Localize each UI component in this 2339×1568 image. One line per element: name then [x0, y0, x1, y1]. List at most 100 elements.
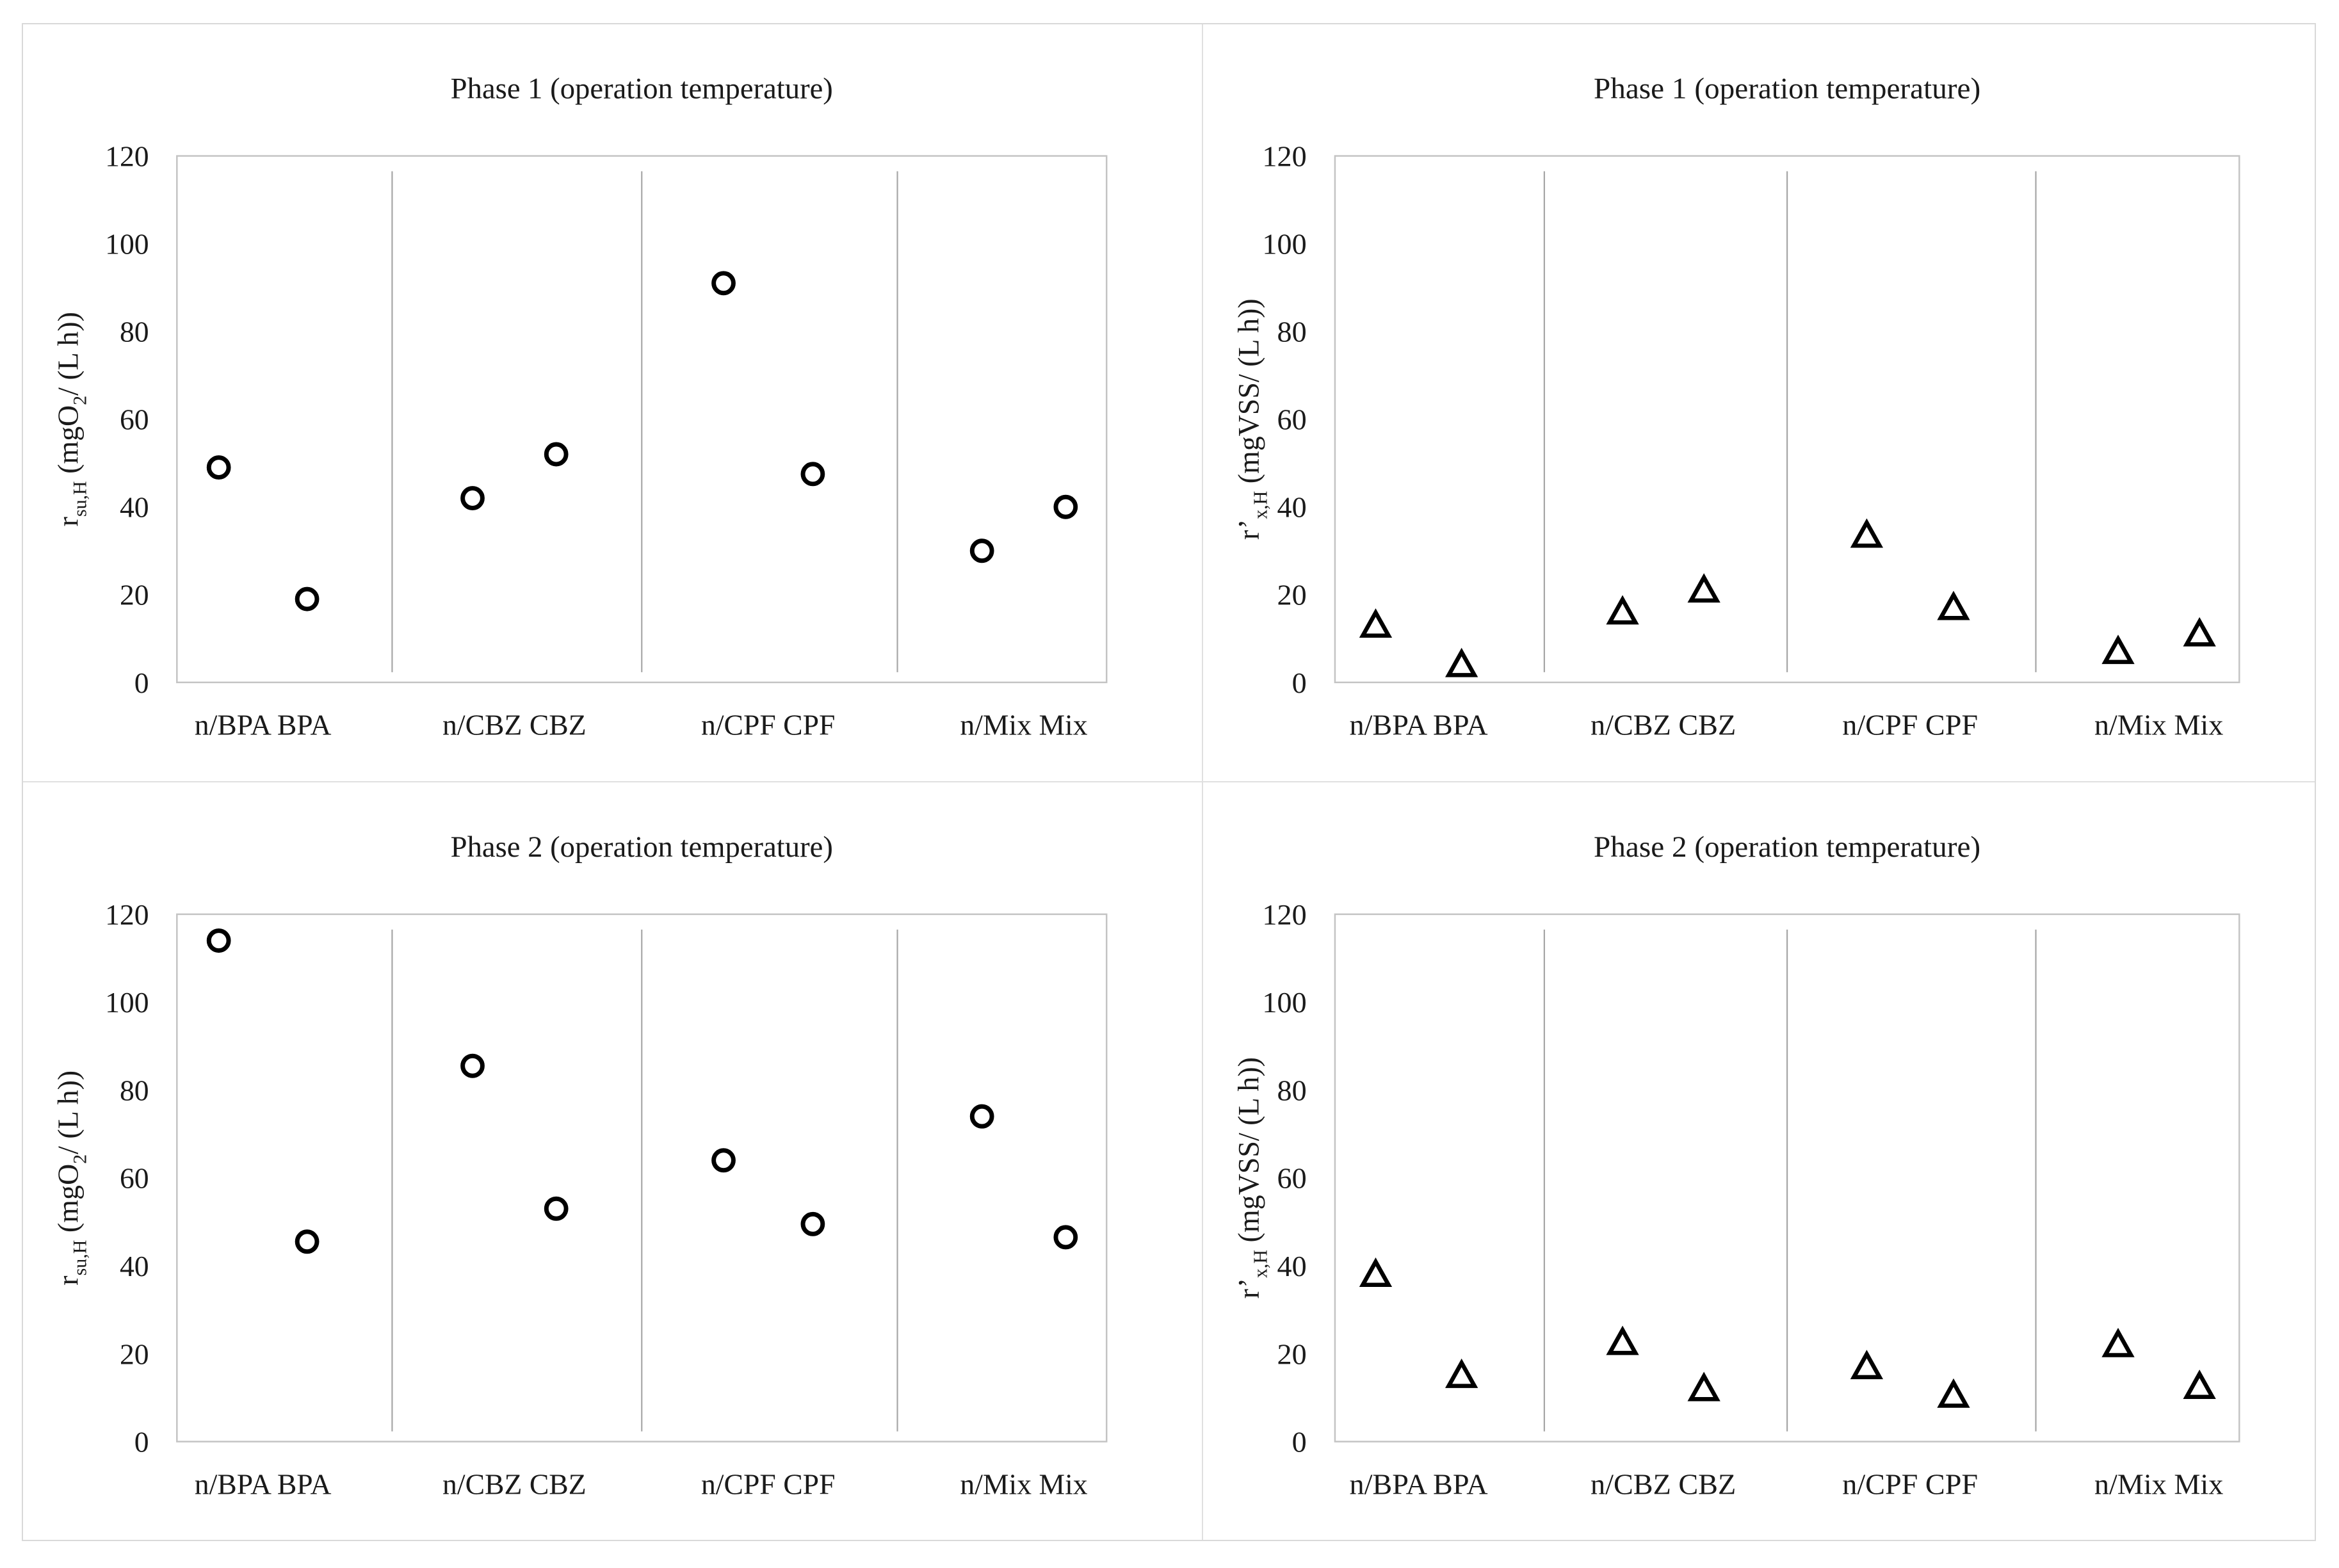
data-point-circle-n/BPA [206, 928, 231, 953]
scatter-chart-phase1-oxygen-uptake: Phase 1 (operation temperature) 0 20 40 60 80… [52, 72, 1108, 741]
y-axis-tick-label: 40 [120, 491, 149, 524]
data-point-circle-n/CPF [711, 271, 736, 296]
y-axis-tick-label: 80 [120, 316, 149, 348]
figure-frame: Phase 1 (operation temperature) 0 20 40 60 80… [22, 23, 2316, 1541]
y-axis-title-segment: (mgVSS/ (L h)) [1232, 1057, 1265, 1250]
data-point-circle-CPF [800, 1211, 825, 1236]
y-axis-tick-label: 80 [1277, 1074, 1307, 1106]
x-axis-group-label: n/CPF CPF [1842, 709, 1978, 741]
data-point-triangle-CPF [1937, 590, 1970, 620]
x-axis-group-label: n/BPA BPA [1350, 709, 1488, 741]
data-point-triangle-Mix [2183, 1369, 2216, 1399]
x-axis-group-label: n/Mix Mix [2094, 1467, 2223, 1500]
data-point-circle-n/CBZ [460, 486, 485, 510]
x-axis-group-label: n/Mix Mix [2094, 709, 2224, 741]
plot-frame [1334, 155, 2240, 684]
data-point-triangle-Mix [2183, 617, 2216, 647]
panel-phase1-biomass-growth: Phase 1 (operation temperature) 0 20 40 60 80… [1203, 24, 2315, 782]
x-axis-group-label: n/CBZ CBZ [442, 1467, 587, 1500]
y-axis-title-subscript: x,H [1250, 491, 1272, 519]
data-point-circle-BPA [295, 586, 320, 611]
data-point-circle-Mix [1053, 1224, 1078, 1249]
chart-title: Phase 1 (operation temperature) [451, 72, 833, 106]
data-point-circle-CBZ [544, 1196, 569, 1221]
data-point-circle-n/CPF [711, 1147, 736, 1172]
panel-phase2-oxygen-uptake: Phase 2 (operation temperature) 0 20 40 60 80… [23, 782, 1204, 1540]
y-axis-tick-label: 80 [1277, 316, 1307, 348]
y-axis-title-segment: r’ [1232, 519, 1265, 540]
x-axis-group-label: n/BPA BPA [195, 709, 332, 741]
y-axis-title: r’x,H (mgVSS/ (L h)) [1232, 1057, 1271, 1298]
x-axis-group-label: n/Mix Mix [960, 709, 1087, 741]
y-axis-tick-label: 20 [1277, 1338, 1307, 1370]
y-axis-title-subscript: su,H [69, 481, 90, 517]
data-point-triangle-n/Mix [2101, 1327, 2135, 1357]
y-axis-tick-label: 60 [120, 1161, 149, 1194]
y-axis-tick-label: 0 [1292, 1425, 1307, 1458]
y-axis-tick-label: 120 [105, 140, 149, 172]
data-point-triangle-n/Mix [2101, 634, 2135, 665]
y-axis-title-segment: / (L h)) [52, 1070, 85, 1154]
y-axis-title-segment: r [52, 517, 85, 526]
x-axis-group-label: n/CBZ CBZ [442, 709, 587, 741]
x-axis-group-label: n/Mix Mix [960, 1467, 1087, 1500]
y-axis-title-subscript: 2 [69, 1154, 90, 1163]
y-axis-title-subscript: 2 [69, 396, 90, 405]
plot-frame [176, 913, 1108, 1443]
data-point-triangle-CPF [1937, 1378, 1970, 1408]
data-point-circle-CBZ [544, 442, 569, 467]
data-point-circle-BPA [295, 1229, 320, 1254]
scatter-chart-phase1-biomass-growth: Phase 1 (operation temperature) 0 20 40 60 80… [1232, 72, 2240, 741]
chart-title: Phase 2 (operation temperature) [451, 830, 833, 863]
y-axis-tick-label: 0 [1292, 667, 1307, 699]
scatter-chart-phase2-biomass-growth: Phase 2 (operation temperature) 0 20 40 60 80… [1232, 830, 2240, 1500]
y-axis-tick-label: 100 [1263, 986, 1307, 1019]
data-point-circle-n/Mix [969, 1104, 994, 1129]
y-axis-tick-label: 40 [1277, 491, 1307, 524]
x-axis-group-label: n/CBZ CBZ [1590, 709, 1736, 741]
data-point-triangle-BPA [1445, 647, 1478, 677]
y-axis-tick-label: 20 [120, 1338, 149, 1370]
data-point-triangle-BPA [1445, 1358, 1478, 1388]
plot-frame [176, 155, 1108, 684]
data-point-circle-Mix [1053, 494, 1078, 519]
plot-frame [1334, 913, 2240, 1443]
scatter-chart-phase2-oxygen-uptake: Phase 2 (operation temperature) 0 20 40 60 80… [52, 830, 1108, 1500]
data-point-triangle-n/CBZ [1606, 595, 1639, 625]
x-axis-group-label: n/CBZ CBZ [1590, 1467, 1736, 1500]
y-axis-tick-label: 80 [120, 1074, 149, 1106]
data-point-triangle-CBZ [1687, 1371, 1720, 1401]
y-axis-tick-label: 100 [105, 986, 149, 1019]
y-axis-title-segment: r [52, 1275, 85, 1285]
panel-phase1-oxygen-uptake: Phase 1 (operation temperature) 0 20 40 60 80… [23, 24, 1204, 782]
y-axis-tick-label: 120 [1263, 140, 1307, 173]
y-axis-tick-label: 60 [1277, 403, 1307, 436]
y-axis-tick-label: 20 [1277, 579, 1307, 611]
data-point-circle-CPF [800, 462, 825, 487]
y-axis-tick-label: 40 [120, 1249, 149, 1282]
y-axis-title-subscript: x,H [1250, 1249, 1272, 1277]
data-point-triangle-n/CPF [1850, 518, 1884, 548]
y-axis-tick-label: 20 [120, 579, 149, 611]
y-axis-title-subscript: su,H [69, 1240, 90, 1275]
chart-title: Phase 1 (operation temperature) [1594, 72, 1980, 106]
y-axis-tick-label: 100 [105, 227, 149, 260]
data-point-circle-n/BPA [206, 455, 231, 480]
x-axis-group-label: n/CPF CPF [1842, 1467, 1978, 1500]
data-point-triangle-n/CBZ [1606, 1325, 1639, 1355]
data-point-triangle-n/BPA [1359, 608, 1393, 638]
panel-phase2-biomass-growth: Phase 2 (operation temperature) 0 20 40 60 80… [1203, 782, 2315, 1540]
chart-title: Phase 2 (operation temperature) [1594, 830, 1980, 864]
x-axis-group-label: n/CPF CPF [701, 709, 835, 741]
y-axis-title: rsu,H (mgO2/ (L h)) [52, 1070, 91, 1285]
y-axis-tick-label: 60 [1277, 1161, 1307, 1194]
y-axis-tick-label: 120 [1263, 898, 1307, 931]
y-axis-title-segment: (mgO [52, 405, 85, 481]
x-axis-group-label: n/BPA BPA [1350, 1467, 1488, 1500]
y-axis-tick-label: 60 [120, 403, 149, 436]
y-axis-tick-label: 40 [1277, 1250, 1307, 1282]
y-axis-title-segment: r’ [1232, 1278, 1265, 1298]
y-axis-title-segment: (mgO [52, 1163, 85, 1240]
x-axis-group-label: n/BPA BPA [195, 1467, 332, 1500]
